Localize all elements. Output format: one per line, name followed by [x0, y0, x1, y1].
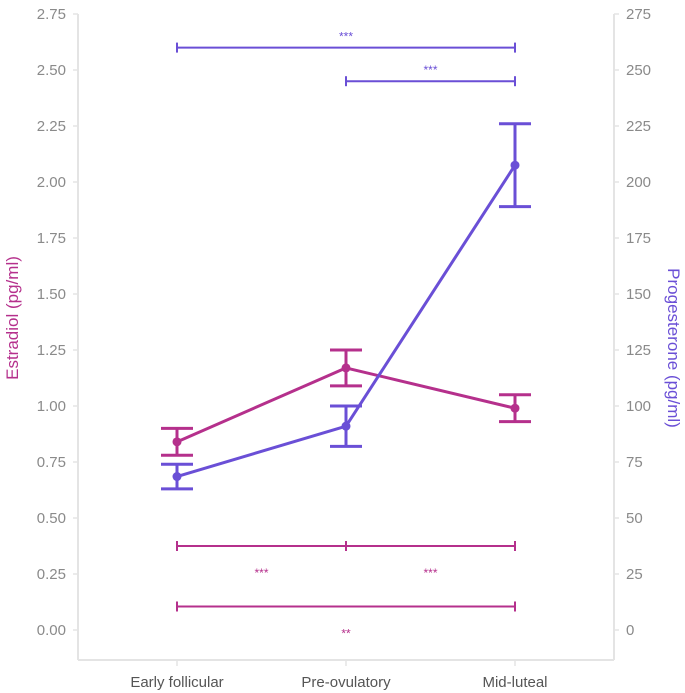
y-right-tick-label: 75 — [626, 454, 643, 471]
significance-label: *** — [339, 30, 353, 44]
significance-bracket: *** — [176, 541, 347, 580]
y-left-tick-label: 0.50 — [37, 510, 66, 527]
significance-label: *** — [423, 63, 437, 77]
y-right-tick-label: 200 — [626, 174, 651, 191]
x-tick-label: Pre-ovulatory — [301, 674, 391, 691]
y-axis-right-title: Progesterone (pg/ml) — [664, 268, 683, 428]
y-right-tick-label: 25 — [626, 566, 643, 583]
data-point — [341, 363, 351, 373]
y-right-tick-label: 125 — [626, 342, 651, 359]
significance-label: *** — [423, 566, 437, 580]
x-tick-label: Mid-luteal — [482, 674, 547, 691]
y-right-tick-label: 275 — [626, 6, 651, 23]
y-right-tick-label: 0 — [626, 622, 634, 639]
significance-brackets: ********* ***** — [176, 30, 516, 640]
data-point — [341, 421, 351, 431]
series-layer — [161, 122, 531, 491]
series-progesterone-pg-ml — [161, 122, 531, 491]
y-left-tick-label: 0.75 — [37, 454, 66, 471]
y-left-tick-label: 2.75 — [37, 6, 66, 23]
data-point — [510, 160, 520, 170]
data-point — [172, 437, 182, 447]
y-right-tick-label: 175 — [626, 230, 651, 247]
x-tick-label: Early follicular — [130, 674, 223, 691]
y-right-tick-label: 50 — [626, 510, 643, 527]
y-right-tick-label: 100 — [626, 398, 651, 415]
data-point — [172, 472, 182, 482]
data-point — [510, 403, 520, 413]
significance-label: ** — [341, 626, 351, 640]
y-axis-left-title: Estradiol (pg/ml) — [3, 256, 22, 380]
y-left-tick-label: 2.25 — [37, 118, 66, 135]
y-right-tick-label: 250 — [626, 62, 651, 79]
y-left-tick-label: 1.00 — [37, 398, 66, 415]
significance-bracket: *** — [176, 30, 516, 53]
y-left-tick-label: 0.25 — [37, 566, 66, 583]
y-left-tick-label: 1.75 — [37, 230, 66, 247]
significance-label: *** — [254, 566, 268, 580]
y-left-tick-label: 1.25 — [37, 342, 66, 359]
y-right-tick-label: 225 — [626, 118, 651, 135]
y-left-tick-label: 0.00 — [37, 622, 66, 639]
significance-bracket: ** — [176, 601, 516, 640]
y-left-tick-label: 2.50 — [37, 62, 66, 79]
series-estradiol-pg-ml — [161, 348, 531, 457]
y-left-tick-label: 2.00 — [37, 174, 66, 191]
y-left-tick-label: 1.50 — [37, 286, 66, 303]
significance-bracket: *** — [345, 541, 516, 580]
significance-bracket: *** — [345, 63, 516, 87]
axes: 0.00 0.25 0.50 0.75 1.00 1.25 1.50 1.75 2.00 2.25… — [37, 6, 651, 691]
y-right-tick-label: 150 — [626, 286, 651, 303]
